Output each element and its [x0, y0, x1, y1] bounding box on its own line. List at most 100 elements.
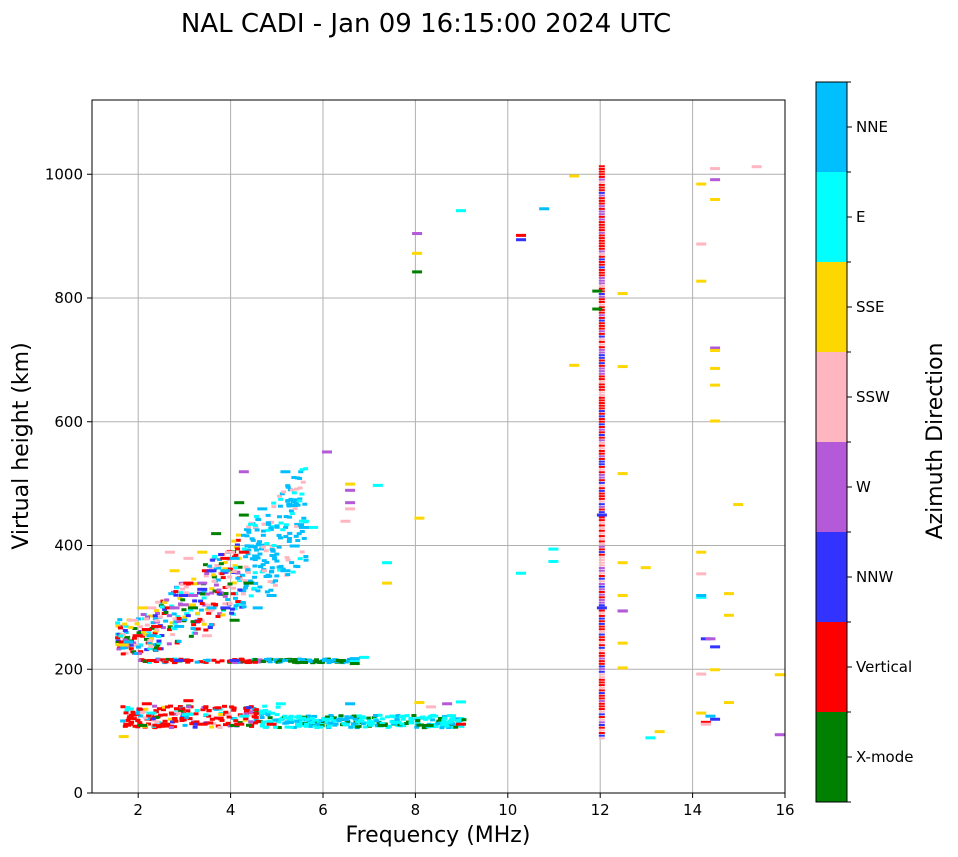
echo-mark [218, 553, 224, 557]
echo-mark [368, 723, 374, 727]
echo-mark [598, 484, 605, 487]
echo-mark [598, 684, 605, 687]
echo-mark [235, 533, 241, 537]
echo-mark [233, 553, 239, 557]
echo-mark [598, 173, 605, 176]
echo-mark [598, 471, 605, 474]
data-point [349, 657, 360, 661]
echo-mark [167, 625, 173, 629]
echo-mark [598, 508, 605, 511]
echo-mark [252, 657, 258, 661]
echo-mark [231, 539, 237, 543]
echo-mark [147, 639, 153, 643]
echo-mark [598, 585, 605, 588]
data-point [118, 735, 129, 739]
echo-mark [219, 659, 225, 663]
echo-mark [598, 402, 605, 405]
data-point [705, 637, 716, 641]
echo-mark [167, 628, 173, 632]
echo-mark [598, 662, 605, 665]
echo-mark [355, 720, 361, 724]
echo-mark [203, 628, 209, 632]
echo-mark [237, 579, 243, 583]
echo-mark [598, 258, 605, 261]
echo-mark [598, 311, 605, 314]
echo-mark [147, 647, 153, 651]
echo-mark [251, 707, 257, 711]
colorbar-label: Azimuth Direction [923, 342, 948, 539]
data-point [377, 723, 388, 727]
echo-mark [598, 167, 605, 170]
echo-mark [294, 719, 300, 723]
data-point [335, 658, 346, 662]
echo-mark [598, 694, 605, 697]
echo-mark [153, 608, 159, 612]
data-point [211, 532, 222, 536]
echo-mark [191, 582, 197, 586]
echo-mark [339, 660, 345, 664]
echo-mark [344, 719, 350, 723]
echo-mark [264, 590, 270, 594]
series-e [146, 209, 707, 740]
data-point [617, 472, 628, 476]
echo-mark [287, 531, 293, 535]
echo-mark [598, 524, 605, 527]
echo-mark [271, 554, 277, 558]
echo-mark [270, 549, 276, 553]
echo-mark [394, 718, 400, 722]
echo-mark [180, 598, 186, 602]
echo-mark [598, 468, 605, 471]
echo-mark [454, 719, 460, 723]
echo-mark [284, 720, 290, 724]
echo-mark [286, 536, 292, 540]
echo-mark [598, 359, 605, 362]
echo-mark [210, 573, 216, 577]
echo-mark [598, 186, 605, 189]
echo-mark [326, 725, 332, 729]
echo-mark [598, 529, 605, 532]
data-point [229, 618, 240, 622]
echo-mark [598, 210, 605, 213]
echo-mark [598, 266, 605, 269]
echo-mark [297, 476, 303, 480]
data-point [322, 717, 332, 721]
echo-mark [198, 608, 204, 612]
echo-mark [159, 605, 165, 609]
echo-mark [274, 552, 280, 556]
echo-mark [288, 497, 294, 501]
echo-mark [598, 590, 605, 593]
echo-mark [251, 586, 257, 590]
echo-mark [186, 705, 192, 709]
echo-mark [598, 314, 605, 317]
echo-mark [459, 724, 465, 728]
echo-mark [598, 670, 605, 673]
echo-mark [216, 566, 222, 570]
echo-mark [448, 720, 454, 724]
echo-mark [185, 709, 191, 713]
echo-mark [598, 332, 605, 335]
echo-mark [115, 640, 121, 644]
echo-mark [241, 547, 247, 551]
y-tick-label: 1000 [45, 165, 83, 183]
echo-mark [115, 624, 121, 628]
echo-mark [123, 711, 129, 715]
echo-mark [283, 515, 289, 519]
echo-mark [598, 479, 605, 482]
echo-mark [233, 719, 239, 723]
echo-mark [120, 633, 126, 637]
echo-mark [433, 724, 439, 728]
echo-mark [308, 724, 314, 728]
echo-mark [286, 717, 292, 721]
echo-mark [171, 612, 177, 616]
echo-mark [343, 660, 349, 664]
echo-mark [196, 619, 202, 623]
echo-mark [246, 528, 252, 532]
colorbar-swatch [816, 352, 847, 442]
echo-mark [598, 676, 605, 679]
data-point [234, 501, 245, 505]
echo-mark [313, 658, 319, 662]
echo-mark [223, 592, 229, 596]
echo-mark [598, 625, 605, 628]
data-point [696, 711, 707, 715]
